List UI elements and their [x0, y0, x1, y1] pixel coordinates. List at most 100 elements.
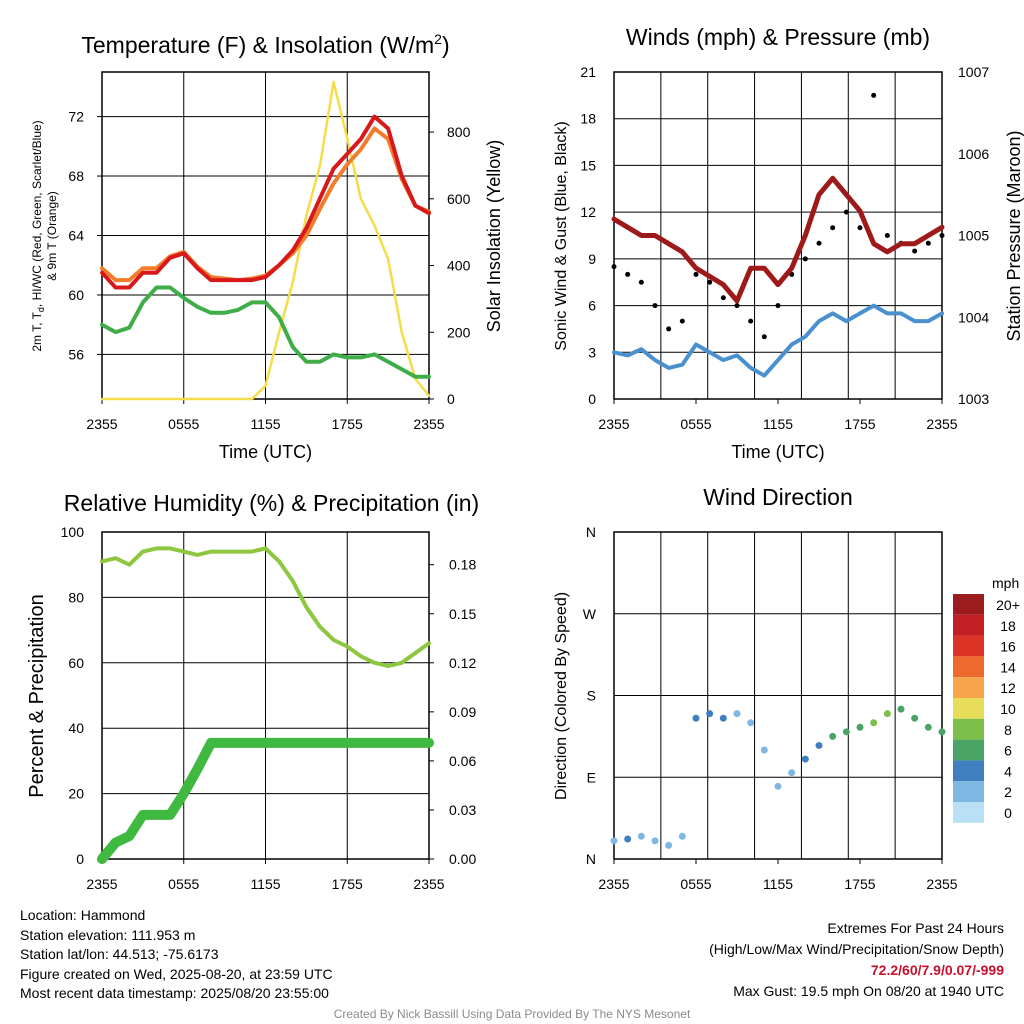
legend-swatch [953, 718, 984, 740]
gust-point [679, 318, 685, 324]
legend-label: 2 [1004, 784, 1012, 800]
y-right-tick-label: 1006 [958, 146, 989, 162]
direction-point [747, 719, 755, 727]
y-tick-label: 64 [68, 228, 84, 244]
direction-point [678, 832, 686, 840]
dewpoint-series-line [100, 285, 431, 379]
winds-panel: 2355 0555 1155 1755 235503691215182110031004… [553, 24, 1024, 462]
y-tick-label: N [586, 851, 596, 867]
extremes-values: 72.2/60/7.9/0.07/-999 [870, 962, 1004, 978]
y-tick-label: 21 [580, 64, 596, 80]
legend-swatch [953, 760, 984, 782]
gust-point [720, 295, 726, 301]
legend-label: 20+ [996, 597, 1020, 613]
y-right-tick-label: 1005 [958, 228, 989, 244]
gust-point [748, 318, 754, 324]
direction-point [897, 705, 905, 713]
y-tick-label: 20 [68, 786, 84, 802]
legend-label: 6 [1004, 743, 1012, 759]
y-tick-label: W [583, 606, 597, 622]
direction-point [692, 714, 700, 722]
pressure-series-line [611, 175, 945, 304]
gust-point [707, 279, 713, 285]
x-tick-label: 1155 [763, 876, 793, 892]
legend-label: 8 [1004, 722, 1012, 738]
x-tick-label: 2355 [598, 416, 629, 432]
direction-point [719, 714, 727, 722]
solar-series-line [100, 80, 431, 401]
direction-point [624, 835, 632, 843]
legend-title: mph [992, 575, 1019, 591]
gust-point [666, 326, 672, 332]
legend-label: 10 [1000, 701, 1016, 717]
gust-point [925, 240, 931, 246]
direction-point [911, 714, 919, 722]
gust-point [939, 233, 945, 238]
direction-point [651, 837, 659, 845]
direction-point [815, 741, 823, 749]
x-axis-label: Time (UTC) [731, 442, 824, 462]
y-right-tick-label: 200 [447, 324, 471, 340]
wind-series-line [612, 303, 944, 378]
y-right-tick-label: 0.09 [449, 704, 476, 720]
legend-swatch [953, 656, 984, 678]
x-tick-label: 1755 [332, 876, 363, 892]
gust-point [830, 225, 836, 231]
y-tick-label: 72 [68, 109, 84, 125]
y-right-tick-label: 1004 [958, 309, 989, 325]
y-tick-label: 56 [68, 346, 84, 362]
legend-label: 12 [1000, 680, 1016, 696]
recent-data-text: Most recent data timestamp: 2025/08/20 2… [20, 985, 329, 1001]
y-right-tick-label: 1003 [958, 391, 989, 407]
x-tick-label: 1155 [763, 416, 793, 432]
y-right-axis-label: Solar Insolation (Yellow) [484, 140, 504, 332]
gust-point [816, 240, 822, 246]
x-tick-label: 2355 [926, 416, 957, 432]
direction-point [883, 710, 891, 718]
x-tick-label: 2355 [413, 876, 444, 892]
location-text: Location: Hammond [20, 907, 146, 923]
direction-point [774, 782, 782, 790]
legend-swatch [953, 635, 984, 657]
x-tick-label: 1755 [844, 876, 875, 892]
y-axis-label: Percent & Precipitation [26, 594, 48, 797]
x-tick-label: 2355 [86, 876, 117, 892]
y-right-tick-label: 0.03 [449, 802, 476, 818]
direction-point [870, 719, 878, 727]
direction-point [788, 769, 796, 777]
chart-title: Relative Humidity (%) & Precipitation (i… [64, 490, 479, 516]
y-right-tick-label: 0.00 [449, 851, 476, 867]
plot-frame [613, 71, 943, 400]
y-right-tick-label: 600 [447, 191, 471, 207]
x-tick-label: 2355 [86, 416, 117, 432]
direction-point [706, 710, 714, 718]
legend-label: 4 [1004, 763, 1012, 779]
direction-point [665, 841, 673, 849]
credit-text: Created By Nick Bassill Using Data Provi… [333, 1007, 691, 1021]
elevation-text: Station elevation: 111.953 m [20, 926, 196, 943]
legend-label: 18 [1000, 618, 1016, 634]
temp-2m-series-line [100, 114, 431, 290]
created-text: Figure created on Wed, 2025-08-20, at 23… [20, 965, 333, 982]
x-tick-label: 0555 [680, 876, 711, 892]
rh-series-line [100, 546, 431, 669]
legend-swatch [953, 802, 984, 823]
chart-title: Winds (mph) & Pressure (mb) [626, 24, 930, 50]
humidity-panel: 2355 0555 1155 1755 23550204060801000.000.03… [26, 490, 479, 892]
x-tick-label: 2355 [926, 876, 957, 892]
y-axis-label: 2m T, Td, HI/WC (Red, Green, Scarlet/Blu… [30, 120, 46, 351]
gust-point [857, 225, 863, 231]
y-tick-label: 60 [68, 655, 84, 671]
direction-point [829, 732, 837, 740]
legend-swatch [953, 677, 984, 698]
y-tick-label: 100 [61, 524, 85, 540]
gust-point [802, 256, 808, 262]
gust-point [638, 279, 644, 285]
legend-label: 16 [1000, 639, 1016, 655]
legend-swatch [953, 614, 984, 636]
y-tick-label: 0 [76, 851, 84, 867]
direction-point [610, 837, 618, 845]
direction-point [733, 710, 741, 718]
y-tick-label: E [587, 769, 596, 785]
